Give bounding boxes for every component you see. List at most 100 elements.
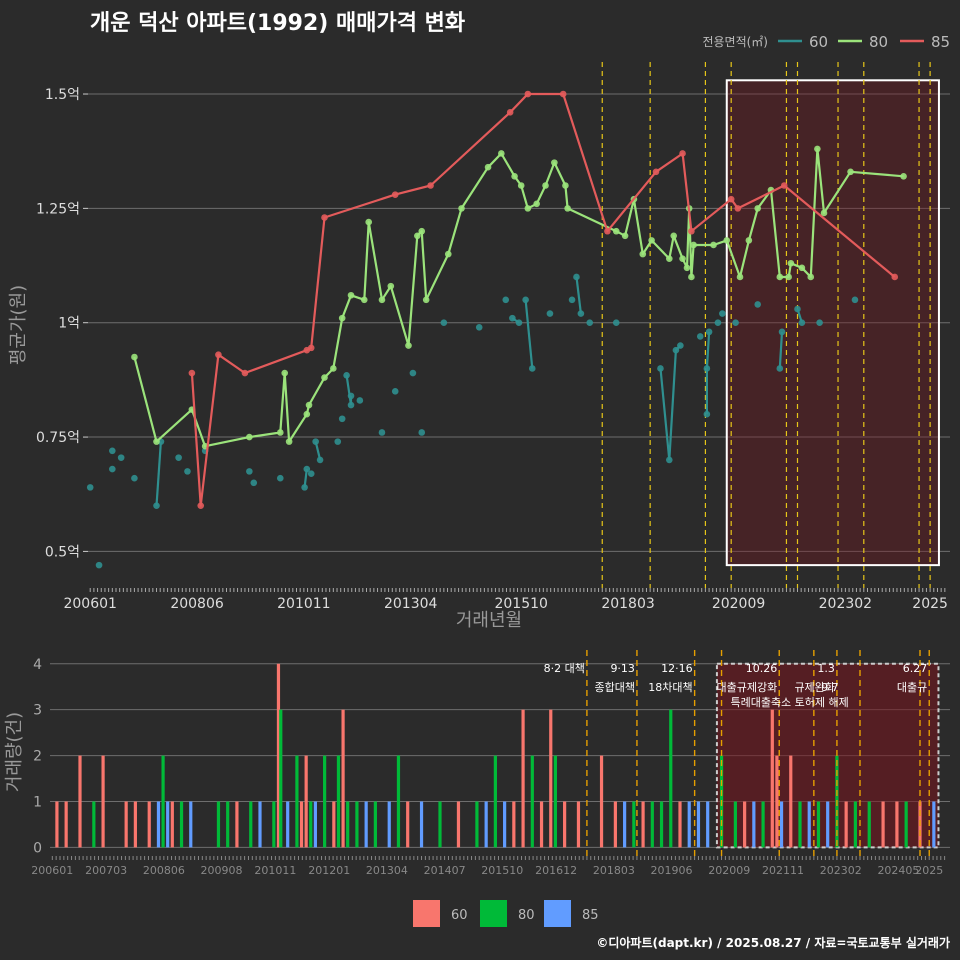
data-point-60 xyxy=(776,365,784,372)
data-point-85 xyxy=(215,351,222,359)
volume-bar-85 xyxy=(419,801,424,848)
policy-date: 9·13 xyxy=(610,662,635,675)
data-point-60 xyxy=(714,319,722,327)
series-line-60 xyxy=(575,276,582,314)
data-point-60 xyxy=(778,328,786,336)
data-point-80 xyxy=(670,232,678,240)
data-point-60 xyxy=(307,470,315,477)
volume-bar-80 xyxy=(733,801,737,848)
data-point-80 xyxy=(387,282,395,290)
data-point-85 xyxy=(391,191,399,198)
data-point-60 xyxy=(343,372,350,379)
data-point-60 xyxy=(657,365,664,372)
data-point-60 xyxy=(95,561,103,569)
volume-bar-80 xyxy=(853,801,857,848)
data-point-60 xyxy=(798,319,806,327)
volume-bar-60 xyxy=(789,755,793,848)
volume-bar-85 xyxy=(752,801,756,848)
data-point-80 xyxy=(745,237,753,244)
data-point-80 xyxy=(785,273,792,281)
bar-x-tick-label: 202009 xyxy=(708,864,750,877)
data-point-85 xyxy=(727,195,735,203)
x-tick-label: 2025 xyxy=(912,596,948,612)
data-point-60 xyxy=(301,484,308,491)
volume-bar-85 xyxy=(387,801,391,848)
bar-x-tick-label: 201304 xyxy=(366,864,408,877)
data-point-80 xyxy=(776,273,784,281)
volume-bar-60 xyxy=(341,709,345,848)
data-point-60 xyxy=(502,296,510,304)
volume-bar-80 xyxy=(798,801,802,848)
data-point-80 xyxy=(665,255,673,262)
volume-bar-60 xyxy=(770,709,774,848)
volume-bar-80 xyxy=(530,755,534,848)
volume-bar-85 xyxy=(313,801,317,848)
data-point-80 xyxy=(347,291,355,299)
data-point-80 xyxy=(807,273,815,281)
y-tick-label: 1억 xyxy=(58,316,80,332)
x-tick-label: 201803 xyxy=(601,596,654,612)
bar-x-tick-label: 200806 xyxy=(143,864,185,877)
volume-bar-60 xyxy=(881,801,885,848)
volume-bar-60 xyxy=(101,755,105,848)
volume-bar-85 xyxy=(166,801,170,848)
highlight-box xyxy=(725,79,940,567)
bar-x-tick-label: 201906 xyxy=(651,864,693,877)
bar-y-tick-label: 1 xyxy=(33,795,42,811)
bar-x-tick-label: 201510 xyxy=(481,864,523,877)
policy-name: 종합대책 xyxy=(594,681,634,694)
chart-title: 개운 덕산 아파트(1992) 매매가격 변화 xyxy=(90,11,465,36)
volume-bar-60 xyxy=(55,801,59,848)
volume-bar-60 xyxy=(512,801,516,848)
data-point-80 xyxy=(378,296,386,304)
data-point-80 xyxy=(847,168,854,176)
volume-bar-60 xyxy=(78,755,82,848)
footer-credit: ©디아파트(dapt.kr) / 2025.08.27 / 자료=국토교통부 실… xyxy=(596,935,950,950)
bar-legend-label: 80 xyxy=(518,908,535,923)
data-point-60 xyxy=(696,333,704,340)
series-line-60 xyxy=(155,441,162,506)
data-point-80 xyxy=(418,227,426,235)
data-point-60 xyxy=(347,392,355,400)
policy-name: 18차대책 xyxy=(648,681,692,694)
volume-bar-60 xyxy=(678,801,682,848)
data-point-60 xyxy=(86,484,94,491)
volume-bar-60 xyxy=(332,801,336,848)
volume-bar-85 xyxy=(779,801,784,848)
data-point-60 xyxy=(109,465,116,473)
volume-bar-85 xyxy=(484,801,488,848)
volume-bar-80 xyxy=(272,801,276,848)
volume-bar-60 xyxy=(456,801,461,848)
data-point-80 xyxy=(458,205,465,212)
data-point-80 xyxy=(498,150,505,157)
bar-x-tick-label: 2025 xyxy=(915,864,943,877)
volume-bar-80 xyxy=(92,801,96,848)
data-point-80 xyxy=(639,250,647,258)
x-tick-label: 202009 xyxy=(712,596,765,612)
data-point-60 xyxy=(794,305,801,313)
volume-bar-85 xyxy=(706,801,710,848)
data-point-85 xyxy=(197,502,205,509)
data-point-60 xyxy=(109,447,116,455)
data-point-85 xyxy=(188,369,196,377)
y-tick-label: 0.5억 xyxy=(45,544,80,560)
bar-x-tick-label: 202302 xyxy=(820,864,862,877)
volume-bar-80 xyxy=(493,755,497,848)
data-point-80 xyxy=(710,241,717,249)
data-point-60 xyxy=(665,456,673,464)
volume-bar-80 xyxy=(632,801,636,848)
data-point-60 xyxy=(522,296,529,304)
data-point-80 xyxy=(683,264,691,272)
volume-bar-80 xyxy=(226,801,230,848)
policy-name: 규제완화 xyxy=(794,681,834,694)
data-point-60 xyxy=(338,415,346,423)
volume-bar-chart: 0 1 2 3 4 8·2 대책 9·13 종합대책 12·16 18차대책 10.26 대출규제강화… xyxy=(4,650,950,927)
data-point-80 xyxy=(414,232,421,240)
series-60 xyxy=(86,273,859,569)
data-point-85 xyxy=(241,369,249,377)
volume-bar-60 xyxy=(613,801,617,848)
data-point-80 xyxy=(405,342,412,349)
legend-label: 85 xyxy=(931,33,950,51)
data-point-85 xyxy=(524,90,532,98)
data-point-60 xyxy=(577,310,585,317)
